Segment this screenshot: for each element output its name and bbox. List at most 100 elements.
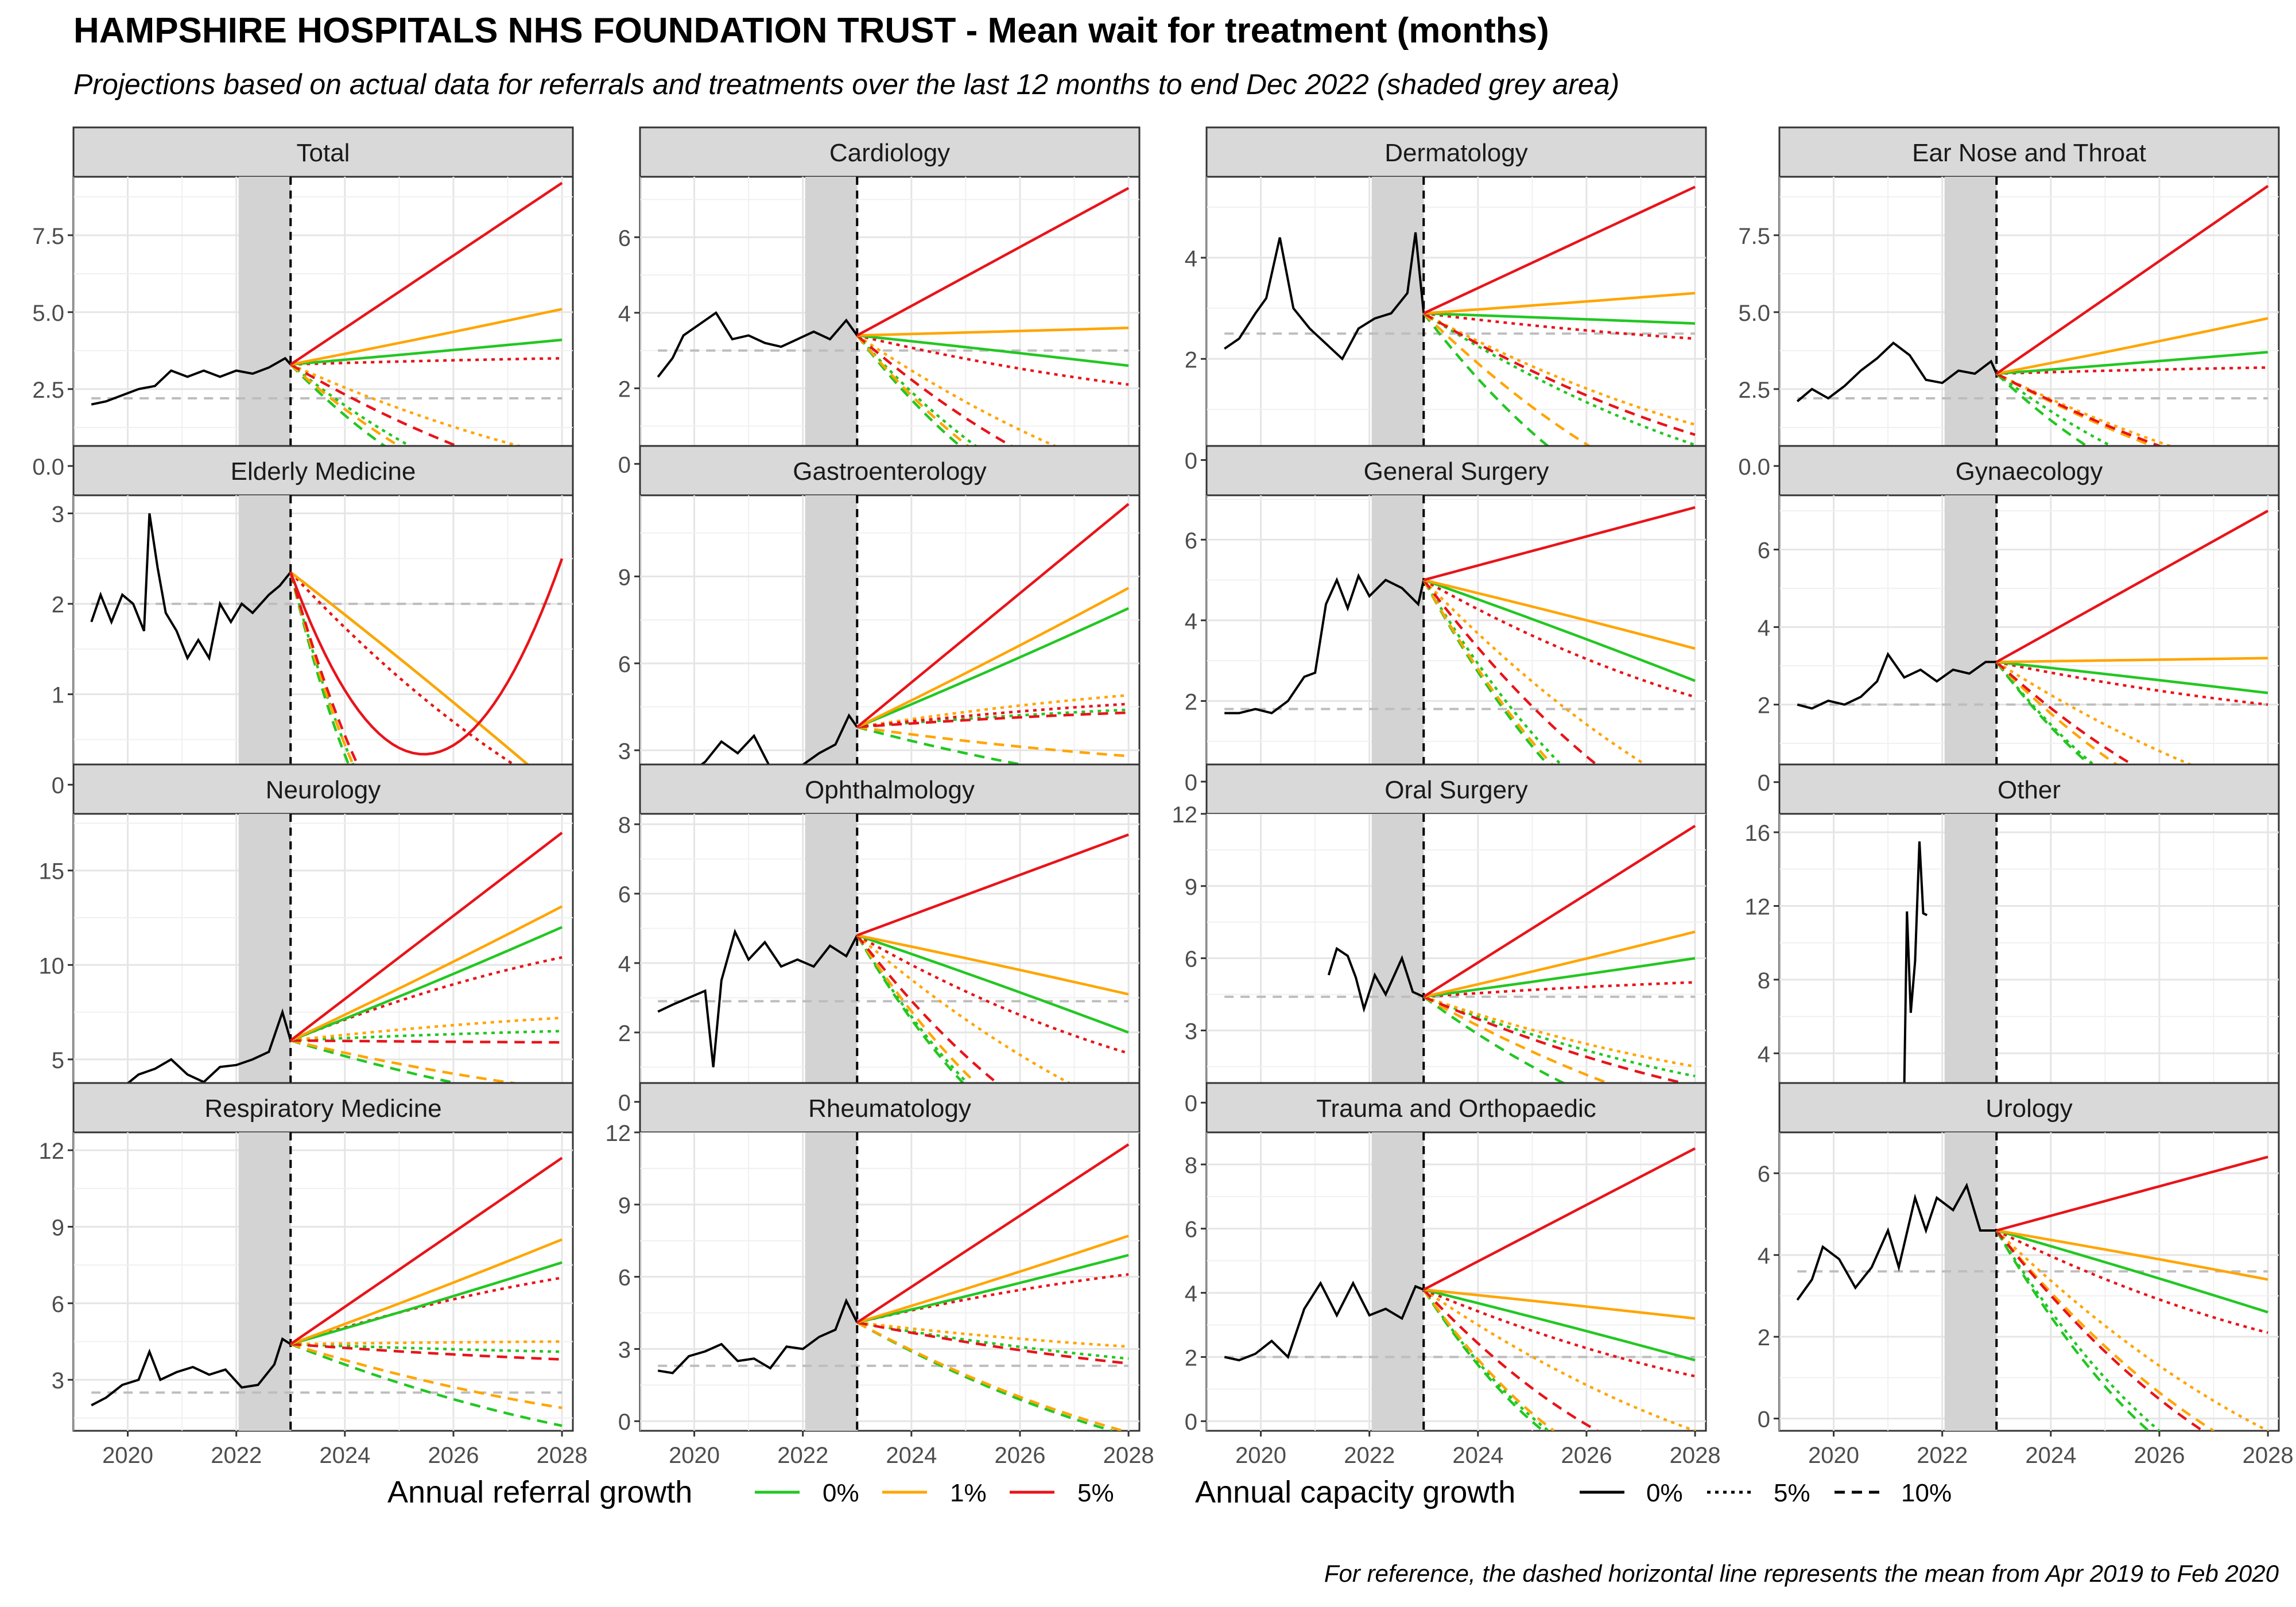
shaded-period xyxy=(1371,1132,1424,1431)
y-tick-label: 6 xyxy=(618,882,631,907)
facet-strip xyxy=(639,445,1141,496)
projection-g0-caps xyxy=(1424,312,1696,325)
projection-g1-caps xyxy=(856,1235,1129,1324)
x-tick-label: 2024 xyxy=(886,1443,937,1468)
facet-strip xyxy=(72,445,574,496)
projection-g5-caps xyxy=(1423,1147,1696,1291)
projection-g1-caps xyxy=(1424,1288,1696,1320)
projection-g0-cap10 xyxy=(1995,1229,2150,1431)
projection-g5-cap5 xyxy=(1996,1229,2268,1334)
projection-g5-caps xyxy=(856,1143,1130,1324)
y-tick-label: 6 xyxy=(618,652,631,677)
projection-g1-caps xyxy=(1423,579,1696,650)
shaded-period xyxy=(1944,177,1997,475)
y-tick-label: 12 xyxy=(1745,894,1771,919)
facet-label: Urology xyxy=(1985,1094,2073,1123)
projection-g0-caps xyxy=(1996,351,2268,375)
panel-background xyxy=(1205,1131,1707,1432)
projection-g1-cap10 xyxy=(856,1321,1124,1431)
panel-ear-nose-and-throat: Ear Nose and Throat 0.0 2.5 5.0 7.5 xyxy=(1738,126,2280,481)
y-tick-label: 6 xyxy=(618,226,631,251)
panel-neurology: Neurology 5 10 15 xyxy=(39,763,574,1118)
shaded-period xyxy=(1371,177,1424,475)
projection-g5-cap10 xyxy=(290,1342,563,1361)
y-tick-label: 2.5 xyxy=(32,378,64,403)
projection-g5-cap5 xyxy=(1424,981,1696,998)
panel-background xyxy=(1205,176,1707,476)
projection-g1-cap10 xyxy=(1995,1229,2214,1431)
grid xyxy=(73,495,573,794)
facet-label: Ear Nose and Throat xyxy=(1912,139,2146,167)
panel-general-surgery: General Surgery 0 2 4 6 xyxy=(1185,445,1707,799)
facet-label: Oral Surgery xyxy=(1384,776,1527,804)
facet-strip xyxy=(1205,763,1707,815)
grid xyxy=(1207,177,1706,475)
shaded-period xyxy=(238,495,291,794)
projection-g1-caps xyxy=(857,327,1129,337)
y-tick-label: 9 xyxy=(1185,875,1197,900)
y-tick-label: 12 xyxy=(1172,802,1198,828)
projection-g0-cap5 xyxy=(856,1321,1129,1360)
projection-g1-cap10 xyxy=(1422,1288,1555,1431)
actual-series xyxy=(1796,341,1998,402)
y-tick-label: 5 xyxy=(52,1048,64,1073)
y-tick-label: 6 xyxy=(1185,947,1197,972)
projection-g1-cap5 xyxy=(1995,1229,2269,1431)
y-tick-label: 2.5 xyxy=(1738,378,1770,403)
facet-strip xyxy=(639,1082,1141,1134)
facet-label: Elderly Medicine xyxy=(231,457,416,486)
legend-key-label: 0% xyxy=(823,1479,859,1507)
y-tick-label: 1 xyxy=(52,683,64,708)
y-tick-label: 3 xyxy=(52,1368,64,1393)
projection-g0-caps xyxy=(1996,661,2268,694)
legend-key-label: 10% xyxy=(1901,1479,1952,1507)
grid xyxy=(73,1132,573,1431)
panel-background xyxy=(639,1131,1141,1432)
grid xyxy=(1207,1132,1706,1431)
facet-strip xyxy=(639,763,1141,815)
panel-background xyxy=(72,176,574,476)
projection-g1-cap10 xyxy=(290,1342,563,1410)
projection-g1-caps xyxy=(856,587,1130,728)
projection-g1-caps xyxy=(290,905,563,1042)
y-tick-label: 4 xyxy=(1185,246,1197,271)
actual-series xyxy=(1797,651,1997,710)
x-tick-label: 2026 xyxy=(2134,1443,2185,1468)
projection-g0-cap5 xyxy=(290,1030,563,1042)
projection-g0-cap10 xyxy=(1422,1288,1544,1431)
shaded-period xyxy=(805,495,858,794)
y-tick-label: 12 xyxy=(39,1139,65,1164)
y-tick-label: 0 xyxy=(1185,770,1197,795)
actual-series xyxy=(91,1337,292,1407)
panel-background xyxy=(72,813,574,1113)
shaded-period xyxy=(1944,1132,1997,1431)
projection-g5-caps xyxy=(1423,185,1696,315)
y-tick-label: 10 xyxy=(39,953,65,979)
x-tick-label: 2026 xyxy=(994,1443,1045,1468)
projection-g1-cap5 xyxy=(1996,661,2268,794)
projection-g5-cap5 xyxy=(1423,1288,1696,1378)
panel-background xyxy=(1778,176,2280,476)
shaded-period xyxy=(1944,495,1997,794)
projection-g5-cap10 xyxy=(1422,579,1636,794)
projection-g1-caps xyxy=(856,934,1129,996)
projection-g5-cap5 xyxy=(857,702,1129,729)
y-tick-label: 0 xyxy=(1758,1407,1770,1433)
y-tick-label: 6 xyxy=(1185,1217,1197,1243)
projection-g0-caps xyxy=(1423,1288,1696,1362)
projection-g1-caps xyxy=(1996,657,2268,663)
projection-g5-caps xyxy=(856,503,1130,728)
x-tick-label: 2024 xyxy=(319,1443,370,1468)
legend: Annual referral growth 0% 1% 5% Annual capac… xyxy=(387,1475,1952,1509)
projection-g0-cap10 xyxy=(1422,995,1631,1112)
y-tick-label: 7.5 xyxy=(32,224,64,249)
x-tick-label: 2022 xyxy=(777,1443,828,1468)
grid xyxy=(1779,1132,2279,1431)
x-tick-label: 2028 xyxy=(1103,1443,1154,1468)
projection-g0-cap10 xyxy=(856,335,999,475)
y-tick-label: 2 xyxy=(1758,1325,1770,1350)
x-tick-label: 2022 xyxy=(211,1443,262,1468)
y-tick-label: 2 xyxy=(1185,347,1197,372)
y-tick-label: 5.0 xyxy=(1738,301,1770,326)
